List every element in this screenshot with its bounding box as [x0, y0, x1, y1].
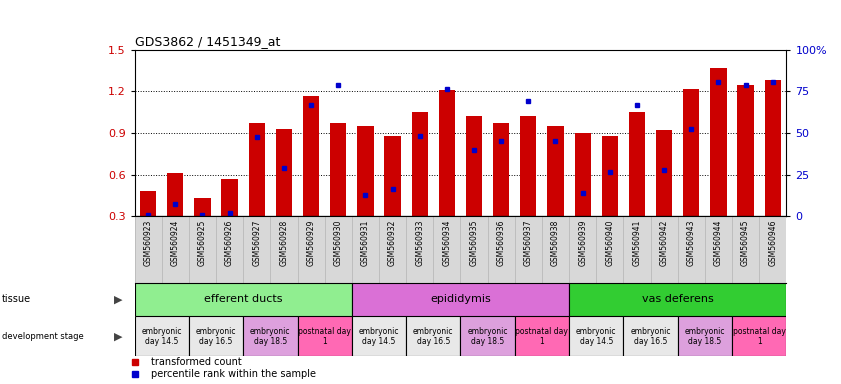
FancyBboxPatch shape — [515, 316, 569, 356]
FancyBboxPatch shape — [135, 316, 189, 356]
Text: embryonic
day 14.5: embryonic day 14.5 — [141, 326, 182, 346]
FancyBboxPatch shape — [298, 316, 352, 356]
Bar — [411, 112, 428, 216]
Bar — [629, 112, 645, 216]
FancyBboxPatch shape — [461, 316, 515, 356]
Text: GSM560936: GSM560936 — [497, 220, 505, 266]
Bar — [140, 191, 156, 216]
Text: GSM560942: GSM560942 — [659, 220, 669, 266]
Bar — [521, 116, 537, 216]
Text: GSM560943: GSM560943 — [687, 220, 696, 266]
FancyBboxPatch shape — [352, 283, 569, 316]
Text: transformed count: transformed count — [151, 358, 241, 367]
Text: efferent ducts: efferent ducts — [204, 295, 283, 305]
Bar — [221, 179, 238, 216]
Bar — [601, 136, 618, 216]
Text: GSM560928: GSM560928 — [279, 220, 288, 266]
Text: embryonic
day 18.5: embryonic day 18.5 — [468, 326, 508, 346]
Bar — [656, 130, 672, 216]
Text: GSM560934: GSM560934 — [442, 220, 452, 266]
Text: postnatal day
1: postnatal day 1 — [516, 326, 569, 346]
Text: ▶: ▶ — [114, 331, 122, 341]
Text: GSM560944: GSM560944 — [714, 220, 723, 266]
FancyBboxPatch shape — [189, 316, 243, 356]
Text: GDS3862 / 1451349_at: GDS3862 / 1451349_at — [135, 35, 280, 48]
FancyBboxPatch shape — [352, 316, 406, 356]
Text: GSM560927: GSM560927 — [252, 220, 262, 266]
Text: tissue: tissue — [2, 295, 31, 305]
Text: ▶: ▶ — [114, 295, 122, 305]
Text: GSM560940: GSM560940 — [606, 220, 614, 266]
Text: postnatal day
1: postnatal day 1 — [299, 326, 351, 346]
Bar — [683, 89, 700, 216]
FancyBboxPatch shape — [678, 316, 732, 356]
Text: GSM560931: GSM560931 — [361, 220, 370, 266]
Text: GSM560923: GSM560923 — [144, 220, 152, 266]
Text: GSM560926: GSM560926 — [225, 220, 234, 266]
Text: embryonic
day 14.5: embryonic day 14.5 — [359, 326, 399, 346]
Text: epididymis: epididymis — [430, 295, 491, 305]
Bar — [194, 198, 210, 216]
Text: embryonic
day 16.5: embryonic day 16.5 — [630, 326, 671, 346]
FancyBboxPatch shape — [569, 316, 623, 356]
Bar — [167, 173, 183, 216]
Bar — [384, 136, 400, 216]
Text: GSM560924: GSM560924 — [171, 220, 180, 266]
FancyBboxPatch shape — [623, 316, 678, 356]
Bar — [249, 123, 265, 216]
Bar — [574, 133, 591, 216]
Text: GSM560939: GSM560939 — [578, 220, 587, 266]
Text: GSM560935: GSM560935 — [469, 220, 479, 266]
FancyBboxPatch shape — [243, 316, 298, 356]
Text: embryonic
day 18.5: embryonic day 18.5 — [685, 326, 725, 346]
Bar — [357, 126, 373, 216]
Bar — [764, 80, 781, 216]
Text: GSM560932: GSM560932 — [388, 220, 397, 266]
Text: embryonic
day 16.5: embryonic day 16.5 — [413, 326, 453, 346]
Bar — [738, 84, 754, 216]
Text: GSM560930: GSM560930 — [334, 220, 343, 266]
Text: embryonic
day 18.5: embryonic day 18.5 — [250, 326, 291, 346]
FancyBboxPatch shape — [569, 283, 786, 316]
Text: GSM560941: GSM560941 — [632, 220, 642, 266]
Text: development stage: development stage — [2, 332, 83, 341]
Text: postnatal day
1: postnatal day 1 — [733, 326, 785, 346]
Text: GSM560937: GSM560937 — [524, 220, 533, 266]
FancyBboxPatch shape — [732, 316, 786, 356]
Text: GSM560933: GSM560933 — [415, 220, 424, 266]
Bar — [493, 123, 510, 216]
Bar — [330, 123, 346, 216]
Text: percentile rank within the sample: percentile rank within the sample — [151, 369, 316, 379]
Text: GSM560925: GSM560925 — [198, 220, 207, 266]
Text: GSM560946: GSM560946 — [769, 220, 777, 266]
Bar — [303, 96, 320, 216]
Text: GSM560929: GSM560929 — [307, 220, 315, 266]
Bar — [466, 116, 482, 216]
Text: embryonic
day 14.5: embryonic day 14.5 — [576, 326, 616, 346]
Bar — [547, 126, 563, 216]
Text: vas deferens: vas deferens — [642, 295, 713, 305]
FancyBboxPatch shape — [135, 283, 352, 316]
Text: GSM560938: GSM560938 — [551, 220, 560, 266]
FancyBboxPatch shape — [406, 316, 461, 356]
Bar — [711, 68, 727, 216]
Text: embryonic
day 16.5: embryonic day 16.5 — [196, 326, 236, 346]
Bar — [439, 90, 455, 216]
Bar — [276, 129, 292, 216]
Text: GSM560945: GSM560945 — [741, 220, 750, 266]
